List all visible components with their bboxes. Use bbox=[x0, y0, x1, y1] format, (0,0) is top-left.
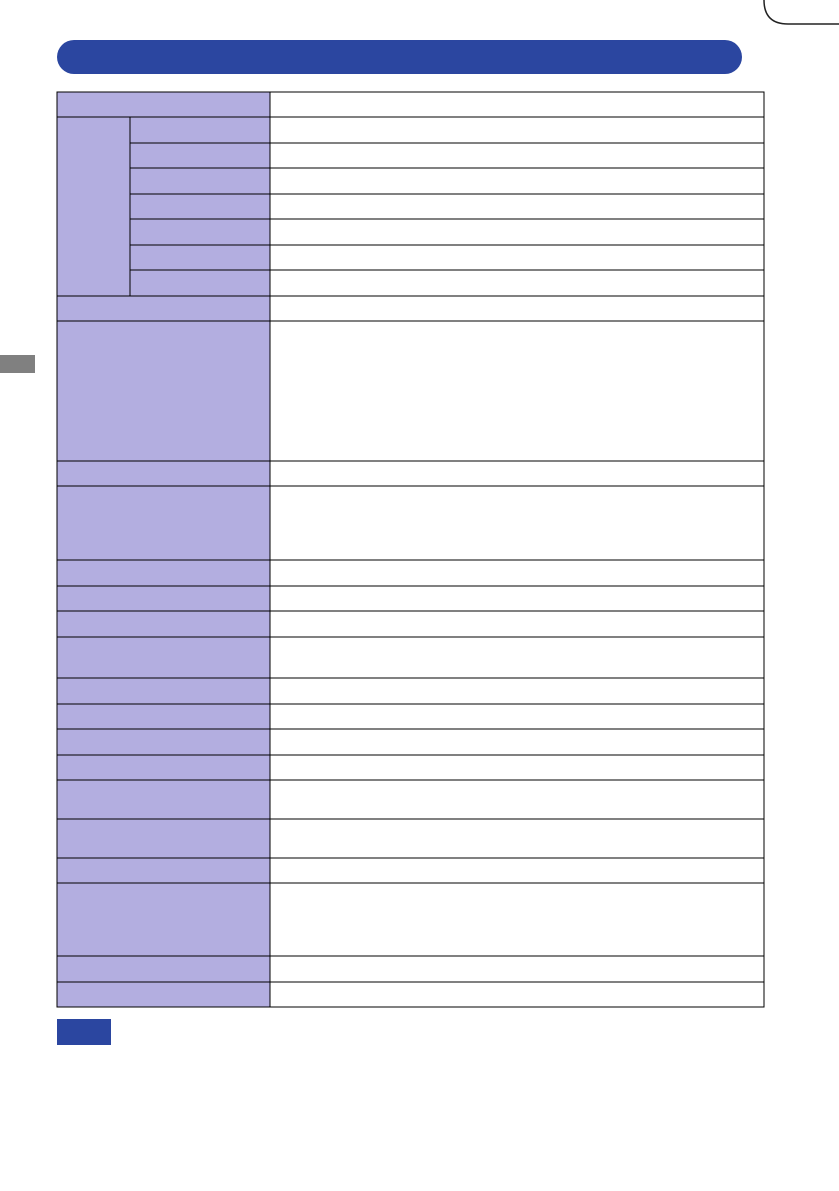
spec-table bbox=[56, 91, 765, 1008]
label-cell bbox=[129, 269, 271, 297]
label-cell bbox=[129, 244, 271, 271]
value-cell bbox=[269, 728, 765, 756]
label-cell bbox=[56, 955, 271, 983]
page-corner-line bbox=[763, 0, 839, 25]
label-cell bbox=[56, 485, 271, 561]
value-cell bbox=[269, 91, 765, 118]
label-cell bbox=[56, 460, 271, 487]
value-cell bbox=[269, 703, 765, 730]
value-cell bbox=[269, 818, 765, 859]
label-cell bbox=[56, 636, 271, 679]
label-cell bbox=[129, 193, 271, 220]
value-cell bbox=[269, 754, 765, 781]
value-cell bbox=[269, 559, 765, 587]
label-cell bbox=[56, 779, 271, 820]
label-cell bbox=[56, 610, 271, 638]
label-cell bbox=[56, 91, 271, 118]
value-cell bbox=[269, 955, 765, 983]
label-cell bbox=[56, 818, 271, 859]
label-cell bbox=[56, 857, 271, 884]
label-cell bbox=[56, 728, 271, 756]
label-cell bbox=[56, 882, 271, 957]
value-cell bbox=[269, 142, 765, 169]
value-cell bbox=[269, 610, 765, 638]
note-badge bbox=[57, 1019, 111, 1045]
value-cell bbox=[269, 460, 765, 487]
label-cell bbox=[56, 295, 271, 322]
value-cell bbox=[269, 295, 765, 322]
value-cell bbox=[269, 244, 765, 271]
value-cell bbox=[269, 882, 765, 957]
side-tab bbox=[0, 355, 35, 373]
value-cell bbox=[269, 857, 765, 884]
value-cell bbox=[269, 585, 765, 612]
label-cell bbox=[129, 218, 271, 246]
label-cell bbox=[56, 559, 271, 587]
value-cell bbox=[269, 167, 765, 195]
value-cell bbox=[269, 116, 765, 144]
label-cell bbox=[56, 320, 271, 462]
value-cell bbox=[269, 320, 765, 462]
value-cell bbox=[269, 485, 765, 561]
label-cell bbox=[56, 585, 271, 612]
section-header-bar bbox=[57, 40, 742, 74]
value-cell bbox=[269, 677, 765, 705]
label-cell bbox=[56, 981, 271, 1008]
group-label-cell bbox=[56, 116, 131, 297]
table-border bbox=[56, 91, 765, 1008]
label-cell bbox=[129, 116, 271, 144]
value-cell bbox=[269, 981, 765, 1008]
value-cell bbox=[269, 269, 765, 297]
value-cell bbox=[269, 779, 765, 820]
label-cell bbox=[129, 167, 271, 195]
label-cell bbox=[56, 677, 271, 705]
value-cell bbox=[269, 193, 765, 220]
label-cell bbox=[129, 142, 271, 169]
label-cell bbox=[56, 754, 271, 781]
value-cell bbox=[269, 636, 765, 679]
value-cell bbox=[269, 218, 765, 246]
label-cell bbox=[56, 703, 271, 730]
